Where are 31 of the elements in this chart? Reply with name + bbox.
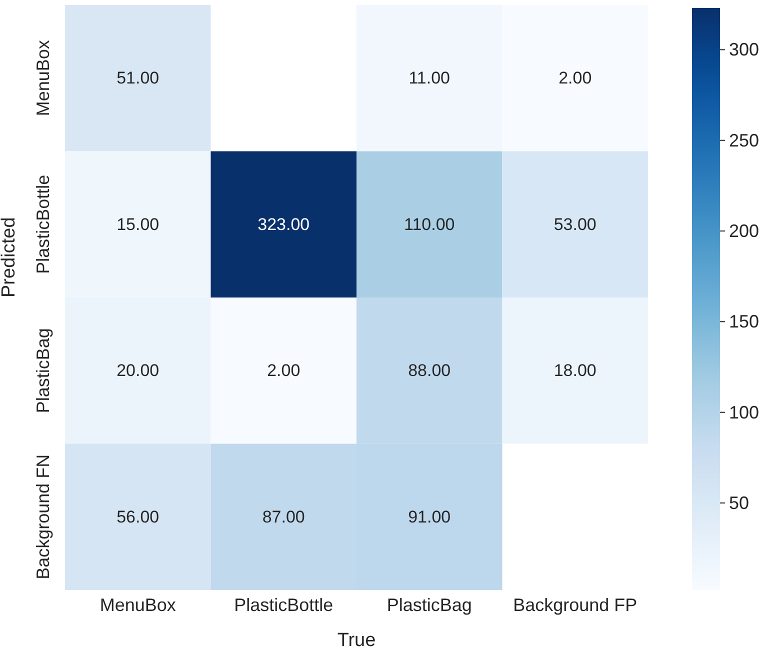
y-tick-label: MenuBox bbox=[33, 40, 53, 116]
color-bar-label: 300 bbox=[729, 40, 760, 60]
color-bar-label: 150 bbox=[729, 312, 760, 332]
data-label: 88.00 bbox=[408, 361, 451, 380]
x-axis-title: True bbox=[337, 630, 376, 648]
color-bar-label: 200 bbox=[729, 221, 760, 242]
y-tick-label: PlasticBag bbox=[33, 328, 53, 414]
data-label: 53.00 bbox=[554, 214, 596, 234]
y-tick-label: PlasticBottle bbox=[33, 174, 53, 274]
data-label: 87.00 bbox=[262, 507, 305, 526]
color-bar-label: 50 bbox=[729, 492, 750, 513]
y-axis-title: Predicted bbox=[0, 217, 20, 298]
color-bar-label: 100 bbox=[729, 402, 760, 422]
y-tick-label: Background FN bbox=[33, 454, 53, 580]
data-label: 11.00 bbox=[408, 68, 450, 88]
color-bar-label: 250 bbox=[729, 130, 760, 150]
data-label: 91.00 bbox=[408, 507, 451, 526]
data-label: 15.00 bbox=[116, 214, 160, 234]
data-label: 323.00 bbox=[258, 214, 310, 234]
x-tick-label: PlasticBag bbox=[386, 594, 472, 615]
data-label: 2.00 bbox=[267, 361, 300, 380]
x-tick-label: MenuBox bbox=[100, 594, 176, 615]
x-tick-label: Background FP bbox=[513, 594, 638, 615]
data-label: 51.00 bbox=[116, 68, 160, 88]
color-scale: 50 100 150 200 250 300 bbox=[668, 0, 768, 648]
data-label: 20.00 bbox=[116, 361, 160, 380]
data-label: 18.00 bbox=[554, 361, 596, 380]
x-tick-label: PlasticBottle bbox=[234, 594, 334, 615]
data-label: 110.00 bbox=[404, 214, 455, 234]
data-label: 2.00 bbox=[558, 68, 592, 88]
data-label: 56.00 bbox=[116, 507, 160, 526]
